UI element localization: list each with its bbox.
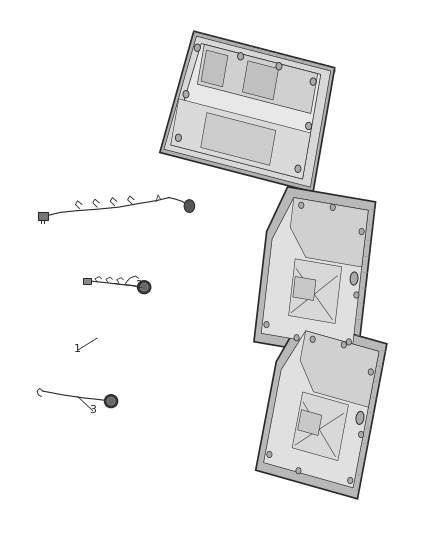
Text: 3: 3 <box>89 405 96 415</box>
Polygon shape <box>198 44 318 114</box>
Circle shape <box>341 342 346 348</box>
Text: 1: 1 <box>74 344 81 354</box>
Polygon shape <box>160 31 335 192</box>
Ellipse shape <box>105 395 117 408</box>
Circle shape <box>194 44 200 51</box>
Polygon shape <box>290 198 368 267</box>
Polygon shape <box>254 187 375 359</box>
Circle shape <box>264 321 269 328</box>
Polygon shape <box>201 112 276 165</box>
Polygon shape <box>171 99 311 179</box>
Polygon shape <box>293 277 316 301</box>
Circle shape <box>295 165 301 173</box>
Circle shape <box>294 335 299 341</box>
Ellipse shape <box>107 398 115 405</box>
Circle shape <box>310 336 315 343</box>
Circle shape <box>354 292 359 298</box>
Ellipse shape <box>350 272 358 285</box>
Circle shape <box>175 134 181 141</box>
Ellipse shape <box>356 411 364 424</box>
Polygon shape <box>292 392 349 461</box>
Circle shape <box>359 229 364 235</box>
Circle shape <box>310 78 316 85</box>
Circle shape <box>183 91 189 98</box>
Ellipse shape <box>140 284 148 291</box>
Circle shape <box>296 467 301 474</box>
Circle shape <box>184 200 194 213</box>
Polygon shape <box>261 198 368 349</box>
Polygon shape <box>300 331 379 407</box>
Circle shape <box>237 53 244 60</box>
Polygon shape <box>298 409 322 435</box>
Polygon shape <box>171 44 321 179</box>
Polygon shape <box>256 319 387 499</box>
Circle shape <box>330 204 336 211</box>
Bar <box>83 278 91 284</box>
Ellipse shape <box>138 281 151 294</box>
Polygon shape <box>201 50 228 87</box>
Circle shape <box>267 451 272 458</box>
Circle shape <box>358 431 364 438</box>
Polygon shape <box>289 259 342 324</box>
Circle shape <box>346 338 351 345</box>
Circle shape <box>276 62 282 70</box>
Polygon shape <box>264 331 379 488</box>
Bar <box>39 213 48 220</box>
Polygon shape <box>164 36 331 187</box>
Circle shape <box>306 122 312 130</box>
Circle shape <box>368 369 374 375</box>
Polygon shape <box>243 61 279 100</box>
Text: 2: 2 <box>135 280 142 290</box>
Circle shape <box>348 477 353 483</box>
Circle shape <box>299 202 304 208</box>
